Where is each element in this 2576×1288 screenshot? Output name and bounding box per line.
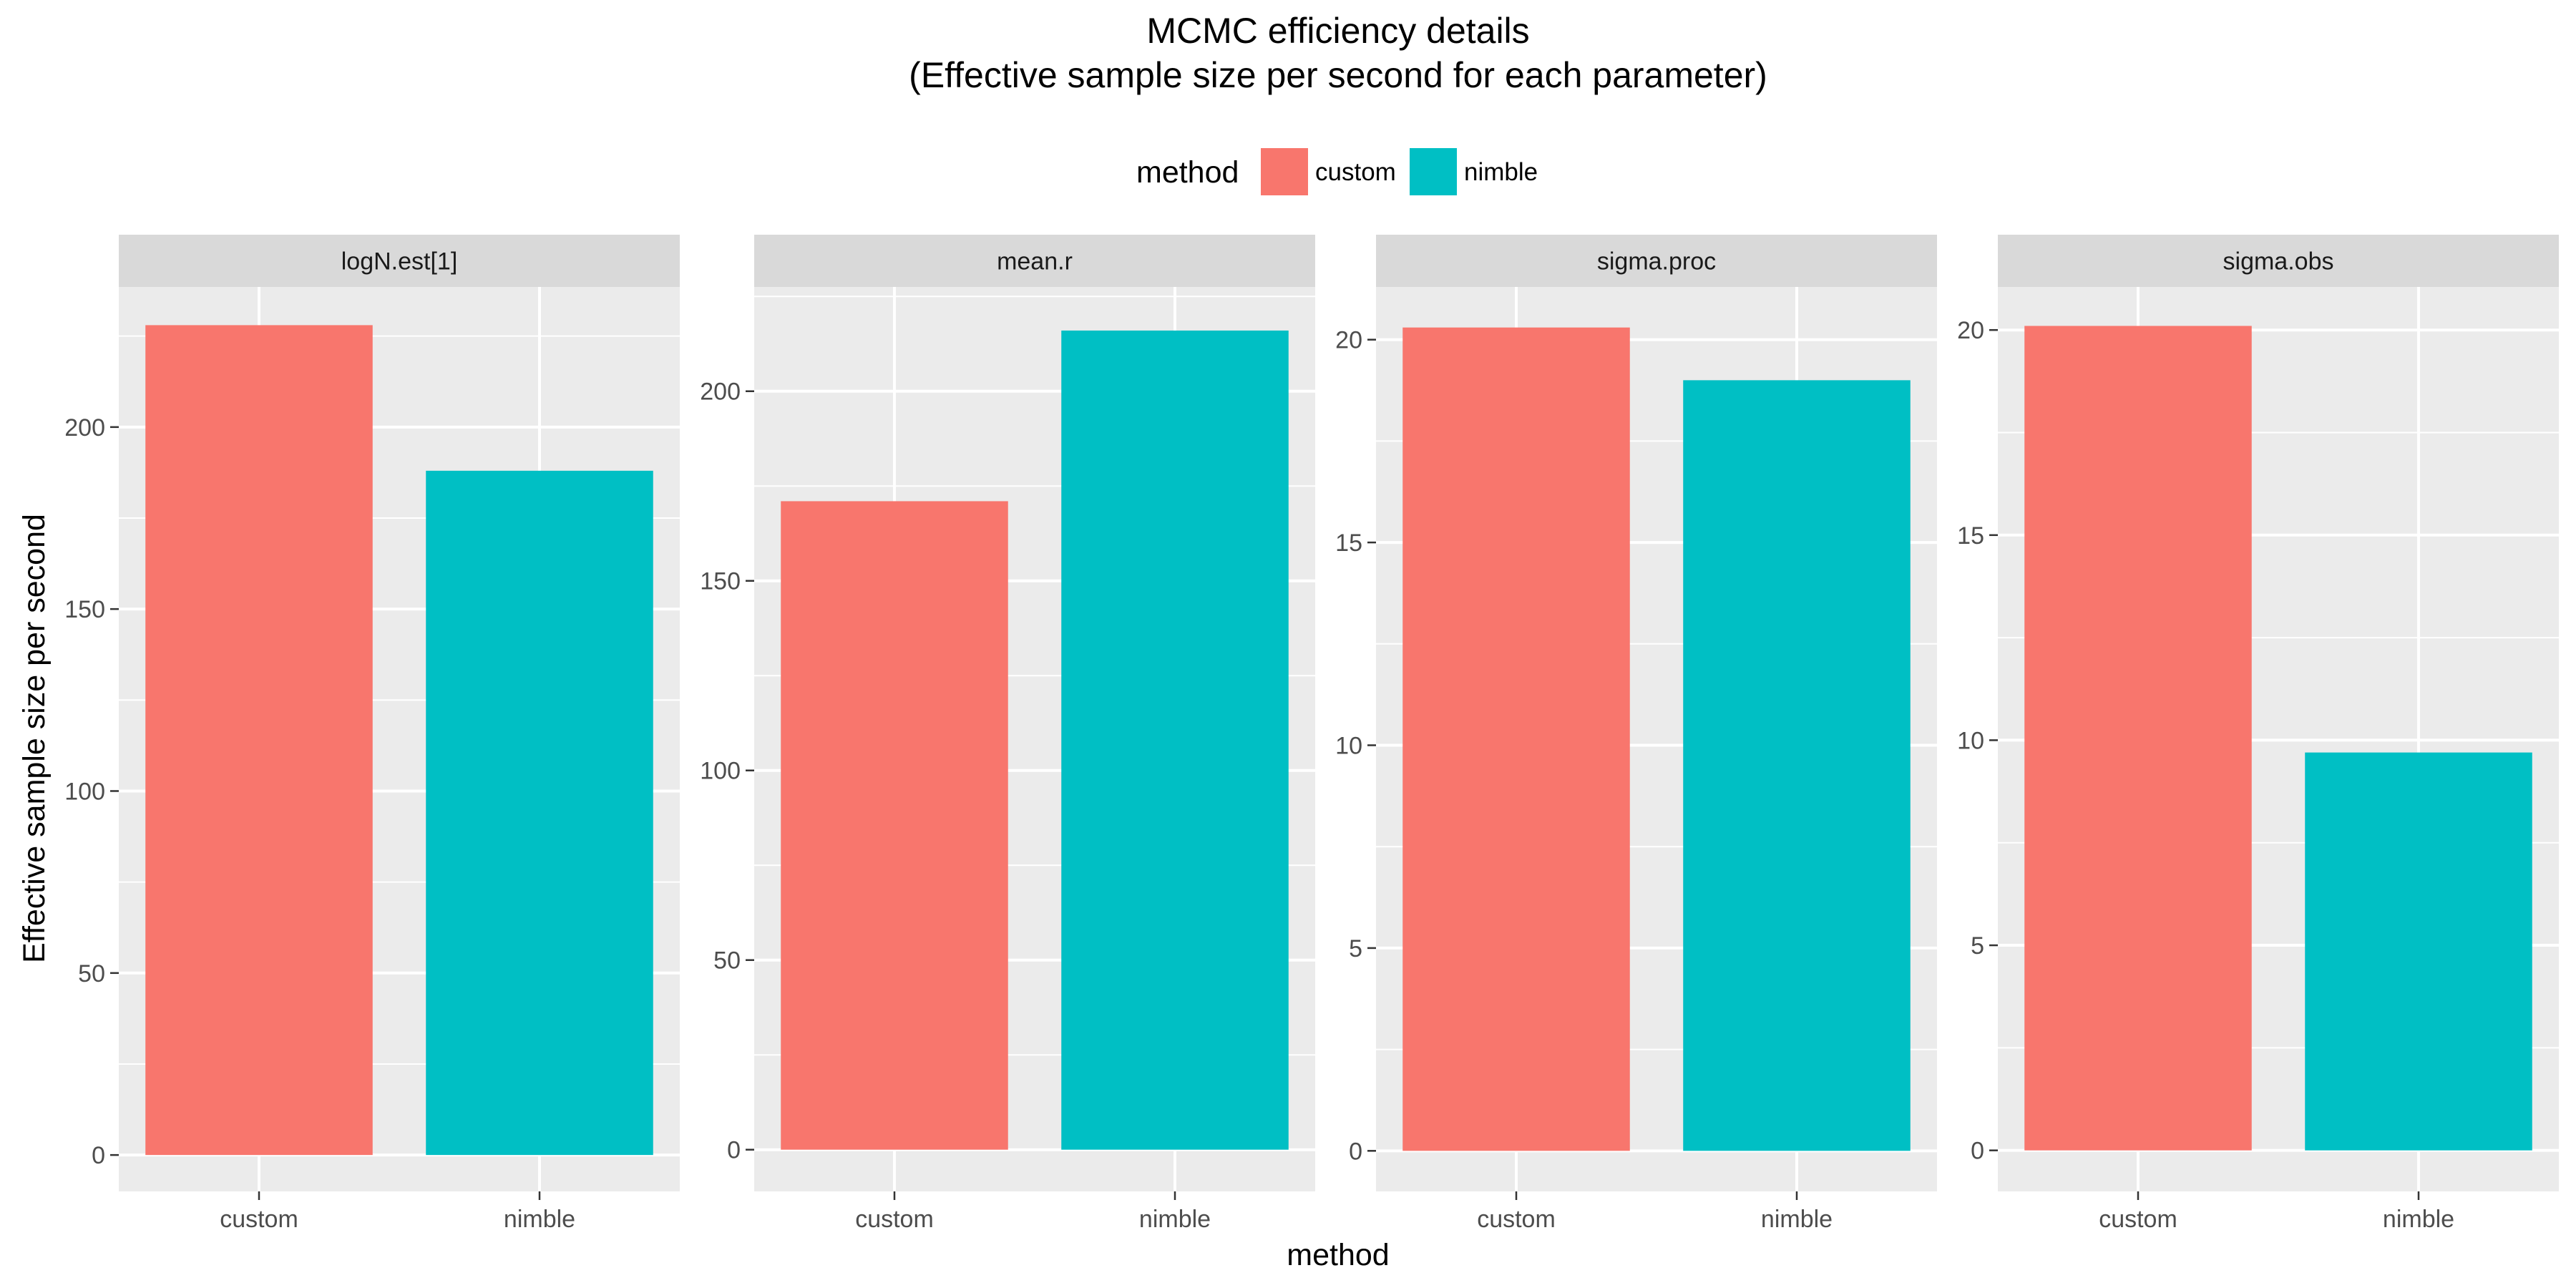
panel-2: mean.r 0 50 100 150 200 custom nimble [700,235,1315,1233]
panel-4: sigma.obs 0 5 10 15 20 custom nimble [1957,235,2559,1233]
x-tick-label: custom [1477,1206,1556,1233]
x-axis-title: method [1287,1238,1389,1272]
y-tick-label: 200 [700,379,741,406]
legend-key-custom [1261,148,1308,195]
bar-custom [2024,326,2252,1151]
y-tick-label: 150 [64,596,105,623]
y-tick-label: 50 [78,960,105,987]
y-tick-label: 100 [64,778,105,805]
bar-custom [145,325,373,1156]
y-tick-label: 100 [700,758,741,785]
y-tick-label: 150 [700,568,741,595]
bar-custom [1402,327,1630,1151]
y-tick-label: 5 [1971,932,1984,960]
y-tick-label: 0 [1971,1138,1984,1165]
bar-nimble [1061,330,1289,1150]
facet-label: sigma.obs [2223,248,2334,275]
y-tick-label: 50 [713,947,741,975]
facet-strip [119,235,680,287]
x-tick-label: nimble [1761,1206,1833,1233]
x-tick-label: custom [2099,1206,2177,1233]
panel-1: logN.est[1] 0 50 100 150 200 custom nimble [64,235,680,1233]
x-tick-label: nimble [1139,1206,1211,1233]
bar-nimble [2305,752,2532,1151]
y-tick-label: 0 [1349,1138,1362,1165]
y-tick-label: 20 [1957,317,1984,344]
y-tick-label: 10 [1335,733,1362,760]
bar-nimble [1683,380,1911,1151]
facet-strip [1998,235,2559,287]
chart-title-line1: MCMC efficiency details [1146,11,1529,51]
x-tick-label: custom [220,1206,298,1233]
facet-label: mean.r [997,248,1073,275]
facet-strip [754,235,1315,287]
y-axis-title: Effective sample size per second [17,514,52,963]
legend: method custom nimble [1136,148,1538,195]
y-tick-label: 0 [92,1142,105,1169]
legend-label-nimble: nimble [1464,158,1538,186]
facet-label: sigma.proc [1597,248,1716,275]
y-tick-label: 5 [1349,935,1362,962]
facet-strip [1376,235,1937,287]
x-tick-label: nimble [504,1206,575,1233]
x-tick-label: nimble [2383,1206,2454,1233]
y-tick-label: 0 [727,1137,741,1164]
y-tick-label: 20 [1335,327,1362,354]
legend-title: method [1136,155,1239,190]
bar-custom [781,501,1008,1150]
bar-nimble [426,470,653,1156]
facet-label: logN.est[1] [341,248,458,275]
y-tick-label: 200 [64,414,105,441]
y-tick-label: 15 [1957,522,1984,550]
legend-key-nimble [1410,148,1457,195]
legend-label-custom: custom [1315,158,1396,186]
panel-3: sigma.proc 0 5 10 15 20 custom nimble [1335,235,1937,1233]
x-tick-label: custom [855,1206,934,1233]
y-tick-label: 15 [1335,530,1362,557]
y-tick-label: 10 [1957,727,1984,754]
chart-title-line2: (Effective sample size per second for ea… [909,55,1767,95]
